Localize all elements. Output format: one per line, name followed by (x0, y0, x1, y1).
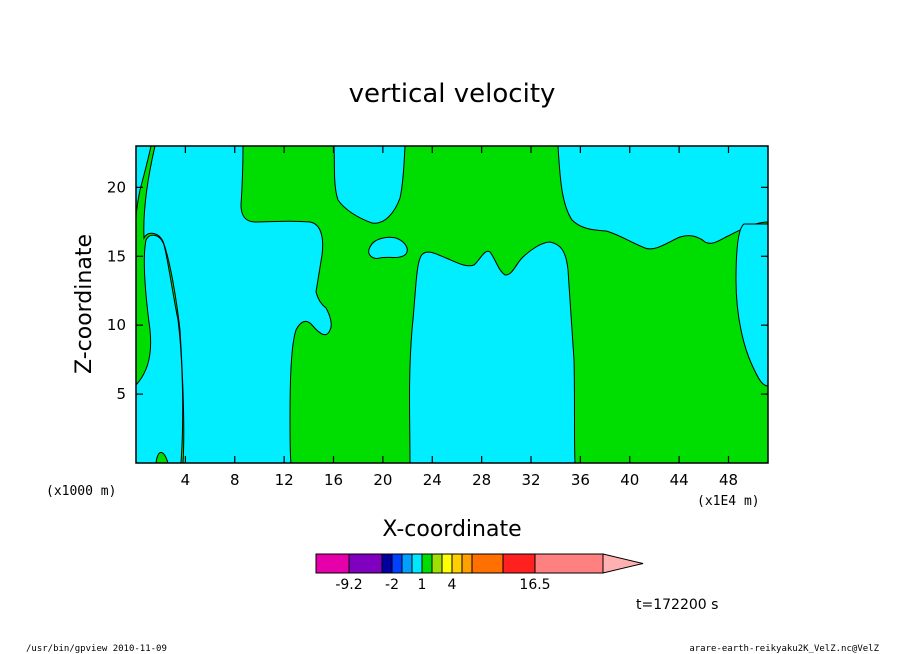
y-tick-label: 5 (116, 385, 126, 403)
negative-region-blob (368, 236, 408, 259)
y-tick-label: 10 (107, 316, 126, 334)
y-tick-label: 15 (107, 247, 126, 265)
negative-region-right-edge (735, 223, 769, 387)
colorbar-label: -9.2 (335, 577, 362, 593)
x-tick-label: 16 (324, 471, 343, 489)
colorbar-swatch (381, 553, 393, 574)
colorbar: -9.2 -2 1 4 16.5 (315, 553, 644, 593)
colorbar-swatch (502, 553, 536, 574)
colorbar-swatch (441, 553, 453, 574)
colorbar-swatch (534, 553, 604, 574)
negative-region-top-mid (333, 145, 406, 224)
y-axis: 5 10 15 20 (107, 178, 768, 403)
x-tick-label: 28 (472, 471, 491, 489)
negative-region-top-right (557, 145, 769, 250)
negative-region-central (409, 241, 576, 464)
y-tick-label: 20 (107, 178, 126, 196)
colorbar-swatch (421, 553, 433, 574)
colorbar-swatch (431, 553, 443, 574)
x-tick-label: 20 (373, 471, 392, 489)
colorbar-swatch (315, 553, 350, 574)
colorbar-extend-arrow (602, 553, 644, 574)
colorbar-swatch (471, 553, 504, 574)
x-tick-label: 40 (620, 471, 639, 489)
plot-frame (135, 145, 769, 464)
x-tick-label: 48 (719, 471, 738, 489)
colorbar-label: 4 (448, 577, 457, 593)
footer-left: /usr/bin/gpview 2010-11-09 (26, 644, 167, 654)
footer-right: arare-earth-reikyaku2K_VelZ.nc@VelZ (689, 644, 879, 654)
colorbar-swatch (451, 553, 463, 574)
y-unit-label: (x1000 m) (46, 484, 116, 499)
x-tick-label: 12 (275, 471, 294, 489)
x-tick-label: 36 (571, 471, 590, 489)
x-tick-label: 44 (670, 471, 689, 489)
x-tick-label: 32 (521, 471, 540, 489)
x-axis: 4 8 12 16 20 24 28 32 36 40 44 48 (181, 146, 738, 489)
colorbar-swatch (461, 553, 473, 574)
colorbar-swatch (348, 553, 383, 574)
x-tick-label: 24 (423, 471, 442, 489)
x-tick-label: 4 (181, 471, 191, 489)
x-axis-title: X-coordinate (382, 517, 521, 542)
chart-title: vertical velocity (349, 79, 556, 109)
colorbar-label: 16.5 (519, 577, 550, 593)
colorbar-label: 1 (418, 577, 427, 593)
colorbar-swatch (401, 553, 413, 574)
negative-region-column-1 (143, 145, 332, 464)
colorbar-swatch (411, 553, 423, 574)
y-axis-title: Z-coordinate (72, 234, 97, 374)
x-unit-label: (x1E4 m) (697, 494, 760, 509)
time-label: t=172200 s (636, 597, 718, 613)
colorbar-swatch (391, 553, 403, 574)
x-tick-label: 8 (230, 471, 240, 489)
colorbar-label: -2 (385, 577, 399, 593)
